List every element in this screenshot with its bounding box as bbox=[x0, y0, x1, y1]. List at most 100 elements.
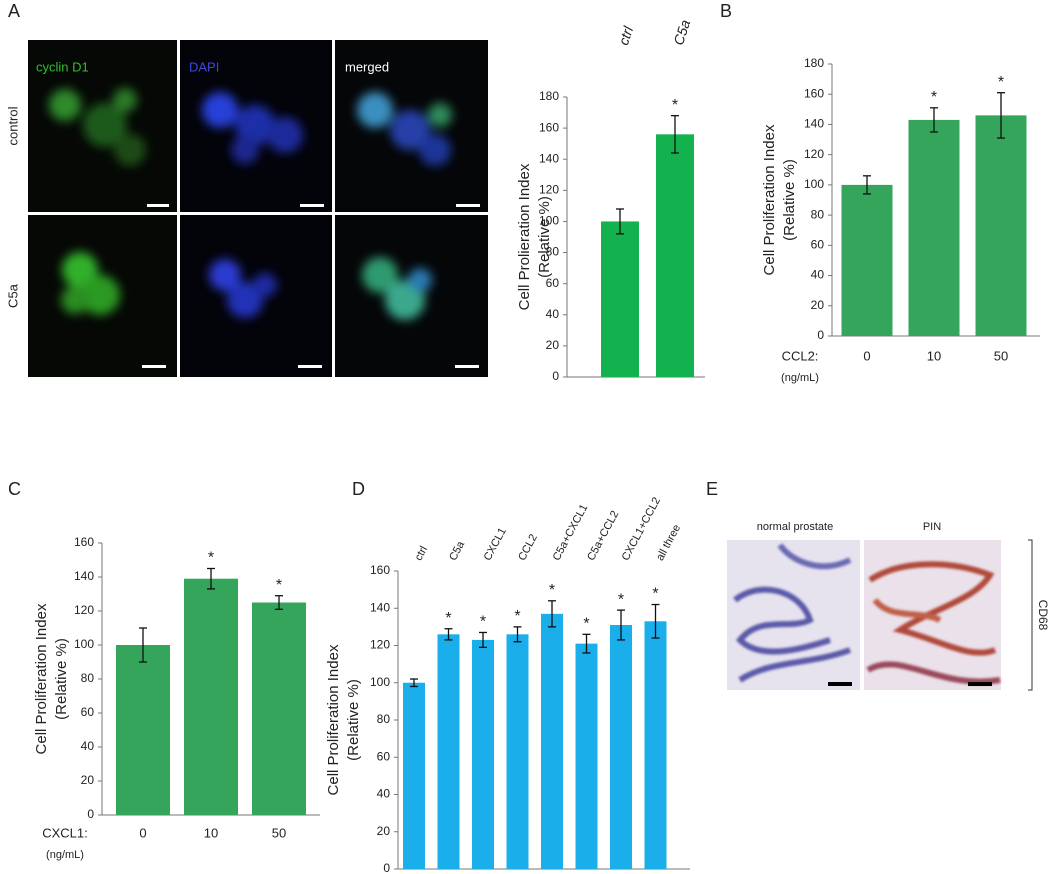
y-axis-label: Cell Proliferation Index bbox=[761, 124, 778, 275]
significance-mark: * bbox=[618, 591, 624, 608]
x-axis-label: (ng/mL) bbox=[781, 372, 819, 384]
y-tick-label: 60 bbox=[377, 749, 391, 763]
y-tick-label: 80 bbox=[811, 207, 825, 221]
histology: normal prostate PIN CD68 bbox=[727, 521, 1050, 691]
error-bar bbox=[863, 175, 871, 195]
significance-mark: * bbox=[583, 616, 589, 633]
y-tick-label: 160 bbox=[539, 120, 559, 134]
x-tick-label: all three bbox=[654, 523, 683, 563]
side-label: CD68 bbox=[1036, 600, 1050, 631]
y-axis-label: Cell Proliferation Index bbox=[33, 603, 50, 754]
x-tick-label: 0 bbox=[863, 348, 870, 363]
row-label: C5a bbox=[5, 283, 20, 308]
y-tick-label: 120 bbox=[804, 147, 824, 161]
x-tick-label: CXCL1 bbox=[482, 526, 509, 563]
error-bar bbox=[207, 567, 215, 590]
y-tick-label: 40 bbox=[377, 787, 391, 801]
error-bar bbox=[997, 92, 1005, 139]
significance-mark: * bbox=[931, 89, 937, 106]
bar bbox=[403, 682, 425, 869]
bar bbox=[575, 643, 598, 869]
y-axis-label: (Relative %) bbox=[345, 679, 362, 761]
panel-label: D bbox=[352, 479, 365, 499]
y-tick-label: 20 bbox=[377, 824, 391, 838]
error-bar bbox=[479, 631, 487, 649]
bar bbox=[656, 134, 694, 377]
y-tick-label: 80 bbox=[546, 245, 560, 259]
y-tick-label: 120 bbox=[539, 183, 559, 197]
significance-mark: * bbox=[672, 97, 678, 114]
image-label: cyclin D1 bbox=[36, 59, 89, 74]
error-bar bbox=[582, 633, 591, 654]
bar bbox=[975, 115, 1027, 336]
bar bbox=[252, 602, 306, 815]
y-tick-label: 160 bbox=[74, 535, 94, 549]
y-tick-label: 140 bbox=[539, 151, 559, 165]
y-tick-label: 100 bbox=[74, 637, 94, 651]
error-bar bbox=[616, 208, 624, 235]
y-tick-label: 140 bbox=[74, 569, 94, 583]
x-tick-label: C5a+CCL2 bbox=[585, 509, 621, 563]
x-tick-label: CCL2 bbox=[516, 532, 540, 562]
bar bbox=[908, 119, 960, 337]
y-tick-label: 0 bbox=[817, 328, 824, 342]
significance-mark: * bbox=[208, 550, 214, 567]
significance-mark: * bbox=[998, 74, 1004, 91]
bar bbox=[472, 639, 494, 869]
y-tick-label: 100 bbox=[804, 177, 824, 191]
significance-mark: * bbox=[480, 614, 486, 631]
image-label: normal prostate bbox=[757, 521, 833, 533]
bar bbox=[506, 634, 529, 869]
image-label: DAPI bbox=[189, 59, 219, 74]
y-tick-label: 80 bbox=[81, 671, 95, 685]
x-axis-label: CXCL1: bbox=[42, 825, 88, 840]
error-bar bbox=[139, 627, 147, 663]
x-tick-label: C5a bbox=[447, 539, 467, 563]
error-bar bbox=[513, 626, 522, 643]
significance-mark: * bbox=[652, 586, 658, 603]
y-tick-label: 60 bbox=[546, 276, 560, 290]
y-tick-label: 40 bbox=[81, 739, 95, 753]
error-bar bbox=[275, 595, 283, 610]
image-label: merged bbox=[345, 59, 389, 74]
bar bbox=[644, 621, 667, 869]
y-tick-label: 60 bbox=[81, 705, 95, 719]
error-bar bbox=[617, 609, 625, 641]
y-tick-label: 80 bbox=[377, 712, 391, 726]
y-axis-label: (Relative %) bbox=[53, 638, 70, 720]
y-tick-label: 40 bbox=[811, 268, 825, 282]
y-tick-label: 20 bbox=[811, 298, 825, 312]
x-tick-label: ctrl bbox=[615, 24, 636, 48]
significance-mark: * bbox=[445, 610, 451, 627]
y-tick-label: 120 bbox=[74, 603, 94, 617]
panel-label: A bbox=[8, 1, 20, 21]
y-tick-label: 60 bbox=[811, 238, 825, 252]
error-bar bbox=[930, 107, 938, 133]
significance-mark: * bbox=[514, 608, 520, 625]
y-tick-label: 0 bbox=[552, 369, 559, 383]
x-tick-label: ctrl bbox=[413, 544, 430, 563]
y-axis-label: (Relative %) bbox=[781, 159, 798, 241]
bar bbox=[116, 645, 170, 815]
y-tick-label: 100 bbox=[539, 214, 559, 228]
error-bar bbox=[651, 603, 660, 639]
y-tick-label: 100 bbox=[370, 675, 390, 689]
bar bbox=[841, 184, 893, 336]
cells bbox=[49, 88, 452, 320]
bar bbox=[601, 221, 639, 377]
error-bar bbox=[410, 678, 418, 688]
x-tick-label: C5a bbox=[670, 17, 693, 47]
y-tick-label: 40 bbox=[546, 307, 560, 321]
y-tick-label: 140 bbox=[370, 600, 390, 614]
y-tick-label: 0 bbox=[87, 807, 94, 821]
y-axis-label: Cell Proliferation Index bbox=[325, 644, 342, 795]
y-tick-label: 180 bbox=[539, 89, 559, 103]
row-label: control bbox=[5, 106, 20, 145]
x-axis-label: CCL2: bbox=[782, 348, 819, 363]
y-tick-label: 140 bbox=[804, 117, 824, 131]
y-axis-label: (Relative %) bbox=[536, 196, 553, 278]
error-bar bbox=[548, 600, 556, 628]
y-tick-label: 160 bbox=[370, 563, 390, 577]
y-tick-label: 0 bbox=[383, 861, 390, 874]
